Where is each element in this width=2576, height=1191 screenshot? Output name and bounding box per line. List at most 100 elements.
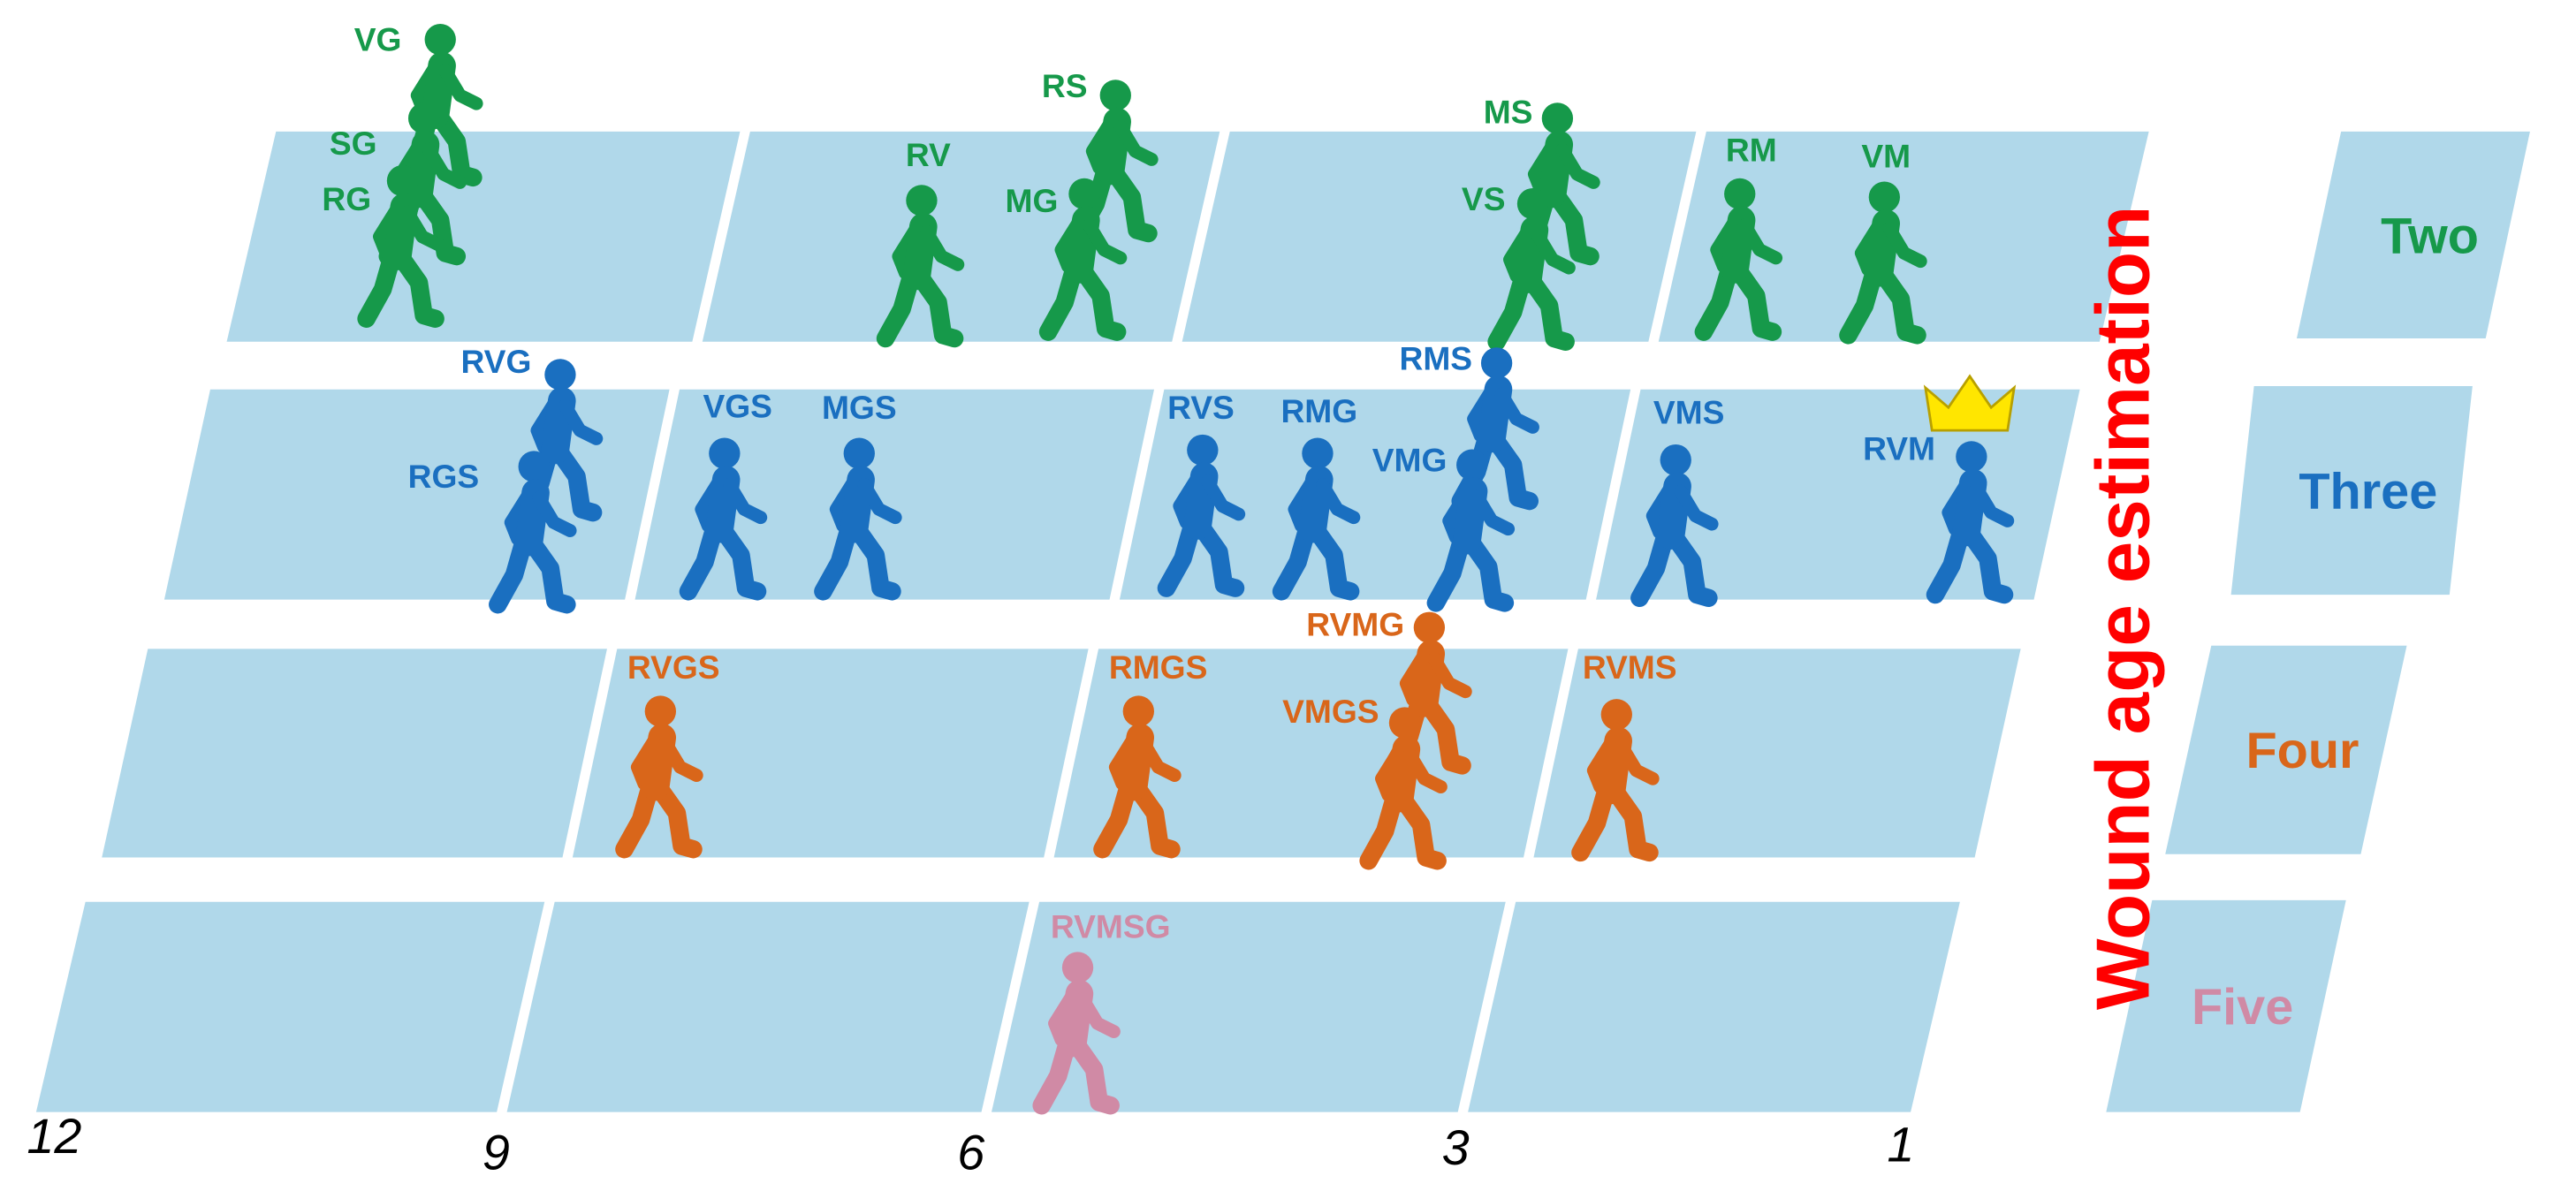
person-arm — [1113, 119, 1159, 166]
person-icon — [1839, 181, 1927, 345]
person-arm — [1494, 387, 1539, 434]
person-icon — [679, 437, 768, 601]
person-arm — [1075, 991, 1121, 1039]
person-leg — [1958, 521, 2014, 604]
person-label: RVGS — [627, 649, 720, 686]
person-head — [1302, 437, 1334, 469]
band-separator — [691, 126, 751, 346]
person-leg — [847, 518, 901, 601]
person-head — [1068, 178, 1100, 210]
person-icon — [1032, 952, 1121, 1115]
person-label: RVMS — [1583, 649, 1677, 686]
person-icon — [1487, 187, 1576, 352]
person-label: MGS — [822, 389, 897, 426]
person-icon — [615, 695, 703, 859]
person-arm — [1083, 218, 1128, 265]
row-label-box — [2106, 899, 2346, 1112]
person-head — [424, 24, 456, 56]
person-label: VMS — [1653, 394, 1725, 431]
person-label: RMS — [1400, 339, 1473, 376]
person-leg — [390, 246, 445, 328]
person-arm — [857, 478, 902, 525]
person-leg — [908, 265, 964, 348]
person-leg — [428, 104, 483, 187]
person-arm — [1882, 222, 1927, 269]
person-arm — [722, 478, 768, 525]
band-separator — [1647, 126, 1707, 346]
person-label: RVS — [1167, 389, 1235, 426]
row-label: Five — [2192, 979, 2293, 1035]
person-head — [386, 164, 419, 197]
band-separator — [1108, 384, 1165, 604]
person-arm — [438, 64, 483, 110]
person-label: RGS — [408, 458, 480, 495]
person-arm — [1970, 481, 2015, 527]
axis-label: 12 — [27, 1109, 81, 1164]
row-label-box — [2230, 385, 2473, 596]
person-leg — [521, 531, 576, 614]
person-leg — [1459, 529, 1515, 612]
row-label: Two — [2381, 208, 2479, 264]
person-head — [1868, 181, 1900, 213]
person-head — [906, 185, 938, 216]
person-icon — [489, 451, 577, 614]
person-arm — [1402, 747, 1448, 794]
person-head — [1724, 178, 1756, 210]
person-leg — [1520, 269, 1575, 352]
person-leg — [1065, 1032, 1120, 1115]
person-head — [1187, 434, 1219, 467]
person-icon — [1093, 695, 1182, 859]
person-leg — [711, 518, 767, 601]
person-head — [1061, 952, 1094, 983]
person-label: RV — [906, 136, 951, 173]
person-label: VS — [1462, 180, 1506, 217]
person-icon — [1926, 441, 2015, 604]
person-label: MS — [1484, 94, 1533, 131]
person-leg — [1545, 183, 1600, 266]
axis-label: 1 — [1887, 1117, 1914, 1172]
band-separator — [561, 644, 618, 862]
person-label: VM — [1861, 138, 1911, 175]
person-head — [1099, 80, 1131, 111]
person-head — [1480, 347, 1513, 379]
person-leg — [1604, 779, 1659, 862]
person-head — [1456, 449, 1488, 481]
person-leg — [1417, 692, 1471, 775]
person-label: RG — [322, 180, 371, 217]
person-icon — [1359, 707, 1448, 870]
person-head — [407, 102, 440, 134]
band-separator — [1523, 644, 1579, 862]
person-arm — [559, 398, 604, 445]
person-icon — [1157, 434, 1246, 597]
side-title: Wound age estimation — [2082, 206, 2166, 1010]
person-label: RVMG — [1306, 606, 1404, 643]
band-separator — [624, 384, 680, 604]
person-icon — [1272, 437, 1361, 601]
person-arm — [422, 142, 467, 189]
person-head — [518, 451, 550, 482]
person-label: RVG — [460, 343, 531, 380]
person-arm — [1555, 142, 1600, 189]
person-head — [544, 359, 576, 391]
person-icon — [357, 164, 445, 328]
person-label: VG — [354, 21, 402, 58]
row-band — [102, 649, 2021, 858]
person-arm — [1316, 478, 1361, 525]
band-separator — [1585, 384, 1642, 604]
person-icon — [1630, 444, 1719, 608]
person-label: RMG — [1280, 392, 1357, 429]
person-leg — [1305, 518, 1360, 601]
person-arm — [1737, 218, 1783, 265]
person-head — [1413, 611, 1446, 643]
person-arm — [920, 224, 965, 271]
axis-label: 9 — [483, 1126, 510, 1180]
band-separator — [496, 897, 556, 1117]
person-label: RM — [1726, 131, 1777, 168]
person-leg — [1126, 776, 1181, 859]
row-label: Four — [2245, 723, 2359, 779]
axis-label: 6 — [957, 1126, 985, 1180]
person-icon — [1571, 699, 1660, 862]
person-arm — [1427, 652, 1472, 699]
